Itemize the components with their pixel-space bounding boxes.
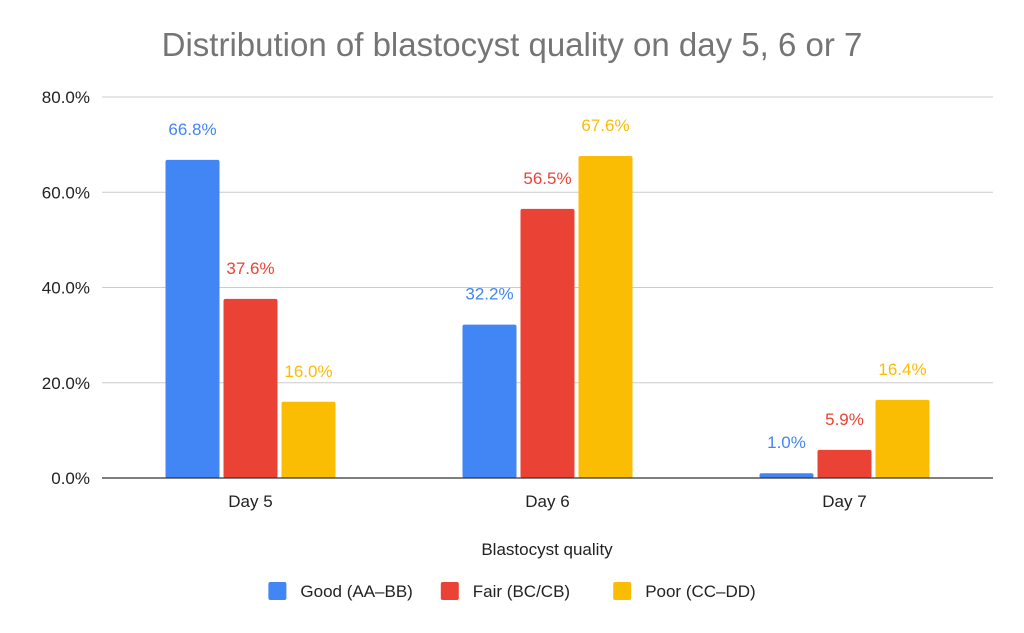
bar <box>281 401 336 478</box>
y-tick-label: 20.0% <box>42 374 90 393</box>
legend-item: Fair (BC/CB) <box>440 582 570 601</box>
legend-label: Fair (BC/CB) <box>473 582 570 601</box>
legend-item: Good (AA–BB) <box>268 582 413 601</box>
legend-label: Good (AA–BB) <box>300 582 412 601</box>
legend-swatch <box>268 582 287 600</box>
bar <box>520 208 575 478</box>
data-labels: 66.8% 37.6% 16.0% 32.2% 56.5% 67.6% 1.0% 5.9% 16… <box>168 116 926 452</box>
legend: Good (AA–BB) Fair (BC/CB) Poor (CC–DD) <box>268 582 756 601</box>
data-label: 16.0% <box>284 362 332 381</box>
legend-swatch <box>613 582 632 600</box>
data-label: 67.6% <box>581 116 629 135</box>
y-tick-label: 40.0% <box>42 279 90 298</box>
bar <box>817 449 872 478</box>
y-tick-label: 60.0% <box>42 183 90 202</box>
bar <box>759 473 814 478</box>
x-tick-label: Day 6 <box>525 492 569 511</box>
data-label: 56.5% <box>523 169 571 188</box>
data-label: 5.9% <box>825 410 864 429</box>
x-axis-title: Blastocyst quality <box>481 540 613 559</box>
bar <box>875 399 930 478</box>
bars <box>165 156 930 479</box>
data-label: 37.6% <box>226 259 274 278</box>
bar <box>165 159 220 479</box>
bar <box>223 298 278 478</box>
data-label: 66.8% <box>168 120 216 139</box>
x-tick-label: Day 5 <box>228 492 272 511</box>
data-label: 32.2% <box>465 285 513 304</box>
legend-label: Poor (CC–DD) <box>645 582 756 601</box>
x-axis: Day 5 Day 6 Day 7 <box>102 477 993 511</box>
legend-item: Poor (CC–DD) <box>613 582 756 601</box>
y-tick-label: 80.0% <box>42 88 90 107</box>
bar <box>462 324 517 478</box>
bar <box>578 156 633 478</box>
chart-title: Distribution of blastocyst quality on da… <box>161 26 863 63</box>
y-tick-label: 0.0% <box>51 469 90 488</box>
y-axis-ticks: 0.0% 20.0% 40.0% 60.0% 80.0% <box>42 88 90 488</box>
data-label: 16.4% <box>878 360 926 379</box>
data-label: 1.0% <box>767 433 806 452</box>
x-tick-label: Day 7 <box>822 492 866 511</box>
legend-swatch <box>440 582 459 600</box>
